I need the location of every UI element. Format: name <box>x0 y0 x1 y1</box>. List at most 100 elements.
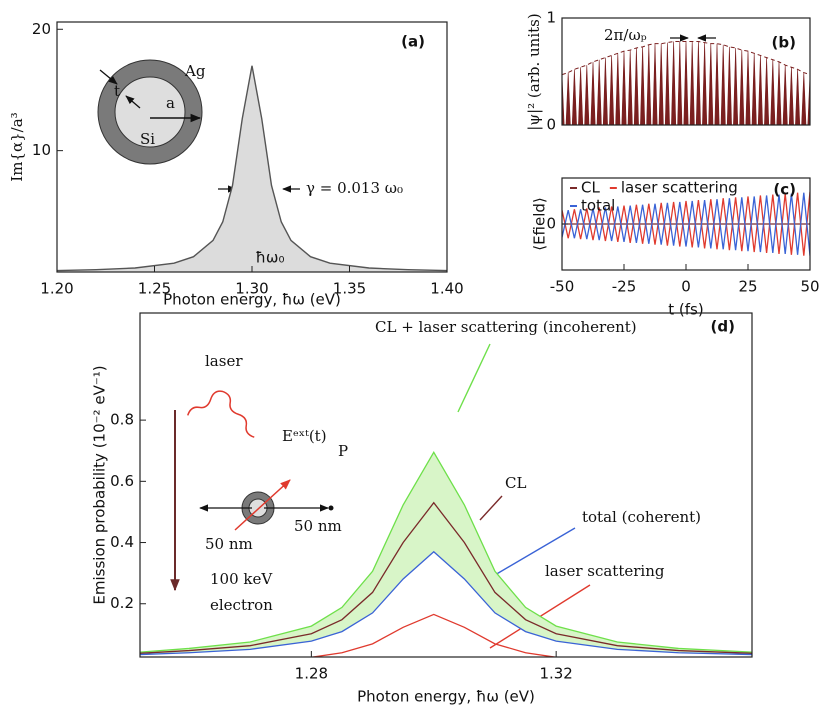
panel-label: (d) <box>711 318 735 336</box>
axes-frame <box>139 312 753 658</box>
pulse <box>708 43 714 125</box>
x-tick-label: 1.40 <box>430 280 463 298</box>
series-label: CL + laser scattering (incoherent) <box>375 318 637 336</box>
annotation: 100 keV <box>210 570 273 588</box>
pulse <box>788 67 794 125</box>
pulse <box>621 51 627 125</box>
pulse <box>689 41 695 125</box>
pulse <box>782 65 788 125</box>
pulse <box>652 43 658 125</box>
pulse <box>801 72 807 125</box>
series-label: total (coherent) <box>582 508 701 526</box>
series-line <box>140 501 752 654</box>
annotation: a <box>166 94 175 112</box>
pulse <box>565 72 571 125</box>
annotation: γ = 0.013 ω₀ <box>306 179 403 197</box>
annotation: Ag <box>184 62 206 80</box>
annotation: 50 nm <box>205 535 253 553</box>
pulse <box>609 55 615 125</box>
pulse <box>671 41 677 125</box>
y-tick-label: 0.2 <box>110 594 134 612</box>
x-tick-label: 0 <box>681 278 691 296</box>
area-fill <box>57 65 447 272</box>
annotation: laser <box>205 352 243 370</box>
pulse <box>739 50 745 125</box>
panel-label: (c) <box>773 181 796 199</box>
pulse <box>646 44 652 125</box>
y-axis-label: Im{α}/a³ <box>8 112 26 181</box>
pulse <box>584 65 590 125</box>
pulse <box>745 51 751 125</box>
y-tick-label: 0.6 <box>110 472 134 490</box>
x-tick-label: 25 <box>738 278 757 296</box>
annotation: ħω₀ <box>256 249 285 267</box>
x-tick-label: 1.32 <box>539 665 572 683</box>
y-tick-label: 0 <box>546 116 556 134</box>
pulse <box>751 53 757 125</box>
plot-area <box>562 191 810 256</box>
x-tick-label: 1.20 <box>40 280 73 298</box>
panel-label: (a) <box>401 33 425 51</box>
pulse <box>602 57 608 125</box>
annotation: Si <box>140 130 155 148</box>
axes-frame <box>561 17 811 126</box>
pulse <box>578 67 584 125</box>
series-line <box>306 613 562 657</box>
annotation: t <box>114 82 120 100</box>
pulse <box>615 53 621 125</box>
pulse <box>764 57 770 125</box>
pulse <box>776 61 782 125</box>
x-tick-label: 1.30 <box>235 280 268 298</box>
plot-area <box>57 65 447 272</box>
y-tick-label: 0.8 <box>110 411 134 429</box>
pulse <box>571 69 577 125</box>
series-line <box>562 192 810 256</box>
annotation: P <box>338 442 348 460</box>
pulse <box>633 47 639 125</box>
x-tick-label: 50 <box>800 278 819 296</box>
series-line <box>562 191 810 256</box>
x-axis-label: Photon energy, ħω (eV) <box>357 688 535 706</box>
panel-label: (b) <box>772 34 796 52</box>
pulse <box>720 44 726 125</box>
y-tick-label: 10 <box>32 141 51 159</box>
annotation: 2π/ωₚ <box>604 26 647 44</box>
legend-label: laser scattering <box>621 179 738 197</box>
series-line <box>140 550 752 656</box>
pulse <box>677 41 683 125</box>
y-tick-label: 20 <box>32 20 51 38</box>
core-shell-sketch <box>97 59 203 165</box>
pulse <box>795 69 801 125</box>
series-label: CL <box>505 474 526 492</box>
pulse <box>695 41 701 125</box>
experiment-sketch <box>170 390 334 592</box>
annotation: electron <box>210 596 273 614</box>
pulse <box>770 59 776 125</box>
y-tick-label: 0 <box>546 215 556 233</box>
series-line <box>140 450 752 653</box>
pulse <box>627 50 633 125</box>
y-axis-label: |ψ|² (arb. units) <box>525 13 543 130</box>
annotation: 50 nm <box>294 517 342 535</box>
pulse <box>726 46 732 125</box>
plot-area <box>140 450 752 657</box>
pulse <box>664 42 670 125</box>
pulse <box>596 59 602 125</box>
curve <box>57 65 447 272</box>
annotation: Eᵉˣᵗ(t) <box>282 427 327 445</box>
plot-area <box>562 41 810 125</box>
x-tick-label: 1.28 <box>295 665 328 683</box>
pulse <box>590 61 596 125</box>
pulse <box>714 43 720 125</box>
x-tick-label: -50 <box>550 278 575 296</box>
pulse <box>640 46 646 125</box>
pulse <box>683 41 689 125</box>
x-axis-label: Photon energy, ħω (eV) <box>163 291 341 309</box>
pulse <box>658 43 664 125</box>
y-tick-label: 0.4 <box>110 533 134 551</box>
x-axis-label: t (fs) <box>668 301 703 319</box>
shaded-band <box>140 452 752 655</box>
legend-label: total <box>581 197 615 215</box>
pulse <box>733 47 739 125</box>
legend-label: CL <box>581 179 600 197</box>
